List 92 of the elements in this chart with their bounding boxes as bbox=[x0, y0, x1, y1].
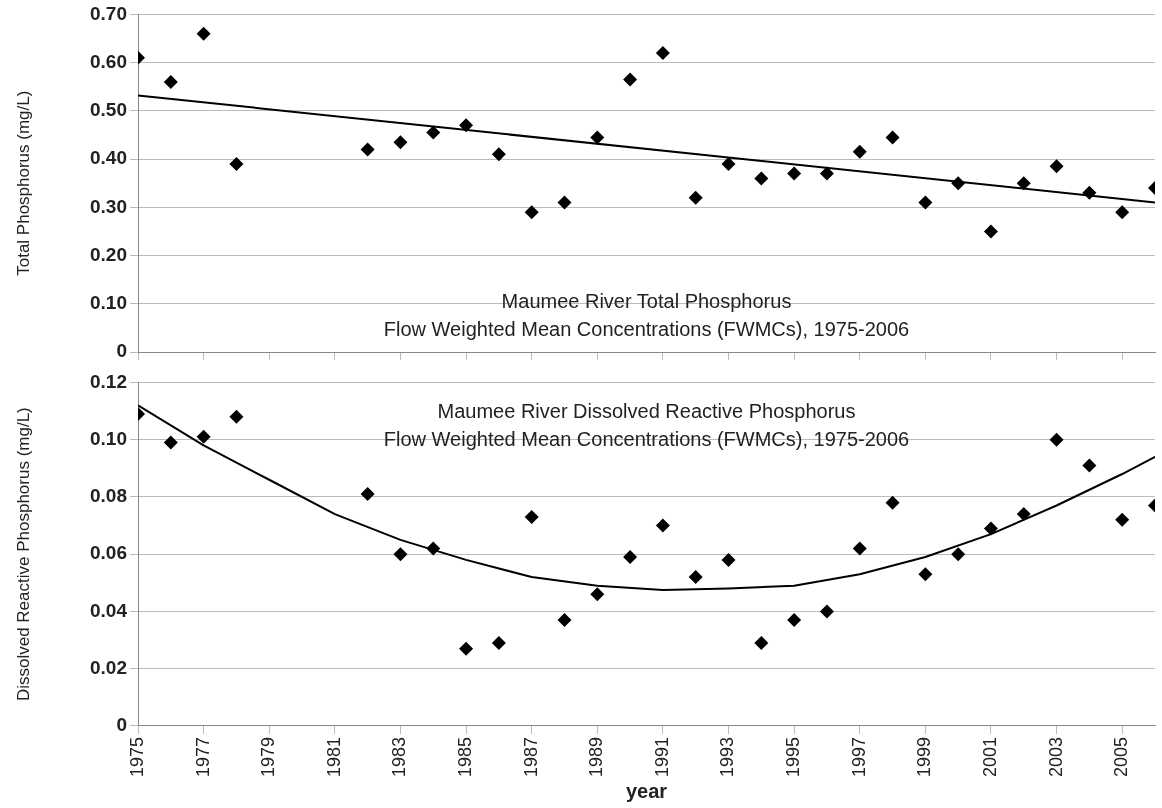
point bbox=[360, 487, 375, 502]
y-tick-label: 0.12 bbox=[90, 370, 127, 392]
y-tick-label: 0.10 bbox=[90, 292, 127, 314]
annotation: Flow Weighted Mean Concentrations (FWMCs), 1975-2006 bbox=[383, 427, 910, 450]
point bbox=[1049, 432, 1064, 447]
point bbox=[852, 144, 867, 159]
x-tick-label: 1977 bbox=[192, 736, 213, 777]
point bbox=[885, 130, 900, 145]
point bbox=[918, 195, 933, 210]
x-tick-label: 1993 bbox=[717, 736, 738, 777]
point bbox=[918, 567, 933, 582]
point bbox=[459, 641, 474, 656]
x-tick-label: 2003 bbox=[1045, 736, 1066, 777]
point bbox=[819, 166, 834, 181]
x-axis-title: year bbox=[625, 779, 668, 802]
point bbox=[1082, 185, 1097, 200]
point bbox=[1082, 458, 1097, 473]
x-tick-label: 1997 bbox=[848, 736, 869, 777]
point bbox=[360, 142, 375, 157]
point bbox=[1016, 176, 1031, 191]
y-tick-label: 0.10 bbox=[90, 427, 127, 449]
point bbox=[393, 547, 408, 562]
x-tick-label: 1991 bbox=[651, 736, 672, 777]
point bbox=[721, 552, 736, 567]
y-tick-label: 0.60 bbox=[90, 50, 127, 72]
point bbox=[983, 224, 998, 239]
point bbox=[491, 147, 506, 162]
point bbox=[557, 613, 572, 628]
x-tick-label: 2005 bbox=[1111, 736, 1132, 777]
y-tick-label: 0.50 bbox=[90, 99, 127, 121]
point bbox=[1115, 205, 1130, 220]
y-tick-label: 0.08 bbox=[90, 485, 127, 507]
point bbox=[229, 156, 244, 171]
point bbox=[196, 429, 211, 444]
point bbox=[885, 495, 900, 510]
x-tick-label: 1987 bbox=[520, 736, 541, 777]
point bbox=[787, 166, 802, 181]
annotation: Flow Weighted Mean Concentrations (FWMCs), 1975-2006 bbox=[383, 317, 910, 340]
point bbox=[852, 541, 867, 556]
point bbox=[229, 409, 244, 424]
point bbox=[623, 550, 638, 565]
point bbox=[951, 176, 966, 191]
x-tick-label: 1995 bbox=[783, 736, 804, 777]
y-axis-title: Dissolved Reactive Phosphorus (mg/L) bbox=[13, 407, 33, 702]
point bbox=[688, 190, 703, 205]
y-tick-label: 0.20 bbox=[90, 243, 127, 265]
point bbox=[1016, 507, 1031, 522]
point bbox=[459, 118, 474, 133]
point bbox=[590, 130, 605, 145]
y-tick-label: 0.04 bbox=[90, 599, 128, 621]
point bbox=[524, 205, 539, 220]
point bbox=[983, 521, 998, 536]
point bbox=[491, 635, 506, 650]
y-tick-label: 0.06 bbox=[90, 542, 127, 564]
y-tick-label: 0.40 bbox=[90, 147, 127, 169]
point bbox=[393, 135, 408, 150]
point bbox=[426, 541, 441, 556]
point bbox=[426, 125, 441, 140]
x-tick-label: 1979 bbox=[258, 736, 279, 777]
point bbox=[196, 26, 211, 41]
point bbox=[688, 570, 703, 585]
point bbox=[163, 74, 178, 89]
point bbox=[524, 509, 539, 524]
x-tick-label: 1981 bbox=[323, 736, 344, 777]
point bbox=[721, 156, 736, 171]
point bbox=[951, 547, 966, 562]
point bbox=[787, 613, 802, 628]
point bbox=[754, 171, 769, 186]
y-tick-label: 0 bbox=[116, 340, 127, 362]
annotation: Maumee River Total Phosphorus bbox=[501, 289, 792, 312]
y-tick-label: 0.70 bbox=[90, 2, 127, 24]
x-tick-label: 2001 bbox=[979, 736, 1000, 777]
point bbox=[655, 518, 670, 533]
x-tick-label: 1999 bbox=[914, 736, 935, 777]
x-tick-label: 1989 bbox=[586, 736, 607, 777]
point bbox=[163, 435, 178, 450]
point bbox=[590, 587, 605, 602]
y-tick-label: 0.30 bbox=[90, 195, 127, 217]
point bbox=[1115, 512, 1130, 527]
point bbox=[623, 72, 638, 87]
y-tick-label: 0.02 bbox=[90, 656, 127, 678]
point bbox=[1049, 159, 1064, 174]
point bbox=[557, 195, 572, 210]
x-tick-label: 1985 bbox=[455, 736, 476, 777]
annotation: Maumee River Dissolved Reactive Phosphorus bbox=[437, 399, 856, 422]
point bbox=[754, 635, 769, 650]
point bbox=[819, 604, 834, 619]
y-axis-title: Total Phosphorus (mg/L) bbox=[13, 90, 33, 276]
x-tick-label: 1975 bbox=[126, 736, 147, 777]
point bbox=[655, 45, 670, 60]
x-tick-label: 1983 bbox=[389, 736, 410, 777]
y-tick-label: 0 bbox=[116, 714, 127, 736]
